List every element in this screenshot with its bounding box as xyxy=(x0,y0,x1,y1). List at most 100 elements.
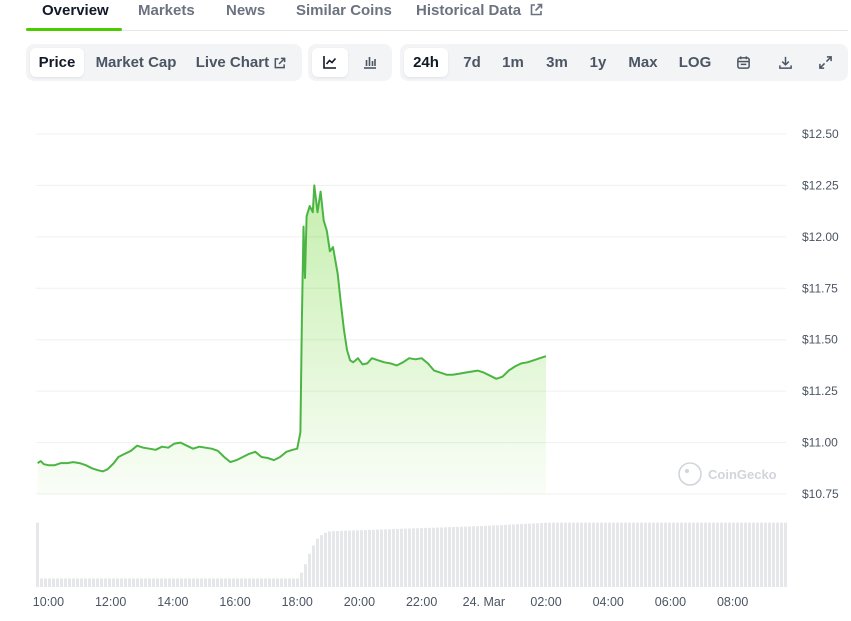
volume-bar xyxy=(104,578,107,587)
volume-bar xyxy=(452,526,455,587)
volume-bar xyxy=(132,578,135,587)
volume-bar xyxy=(68,578,71,587)
volume-bar xyxy=(92,578,95,587)
range-1m-button[interactable]: 1m xyxy=(496,48,530,77)
volume-bar xyxy=(304,564,307,587)
volume-bar xyxy=(564,522,567,587)
candlestick-chart-icon xyxy=(364,57,376,69)
volume-bar xyxy=(308,553,311,587)
range-1y-button[interactable]: 1y xyxy=(582,48,614,77)
volume-bar xyxy=(384,529,387,587)
volume-bar xyxy=(492,525,495,587)
volume-bar xyxy=(72,578,75,587)
volume-bar xyxy=(620,522,623,587)
volume-bar xyxy=(764,522,767,587)
volume-bar xyxy=(668,522,671,587)
candlestick-chart-button[interactable] xyxy=(352,48,388,77)
volume-bar xyxy=(472,526,475,587)
tab-similar-coins[interactable]: Similar Coins xyxy=(296,2,392,19)
volume-bar xyxy=(344,530,347,587)
volume-bar xyxy=(644,522,647,587)
volume-bar xyxy=(128,578,131,587)
price-area-fill xyxy=(37,185,546,494)
volume-bar xyxy=(676,522,679,587)
volume-bar xyxy=(256,578,259,587)
volume-bar xyxy=(624,522,627,587)
volume-bar xyxy=(520,524,523,587)
volume-bar xyxy=(592,522,595,587)
volume-bars xyxy=(36,522,787,587)
volume-bar xyxy=(712,522,715,587)
volume-bar xyxy=(324,532,327,587)
volume-bar xyxy=(408,528,411,587)
volume-bar xyxy=(232,578,235,587)
volume-bar xyxy=(760,522,763,587)
volume-bar xyxy=(444,527,447,587)
volume-bar xyxy=(756,522,759,587)
range-3m-button[interactable]: 3m xyxy=(538,48,576,77)
volume-bar xyxy=(108,578,111,587)
range-24h-button[interactable]: 24h xyxy=(404,48,448,77)
price-chart[interactable]: $12.50 $12.25 $12.00 $11.75 $11.50 $11.25 $11.… xyxy=(0,100,851,621)
volume-bar xyxy=(588,522,591,587)
volume-bar xyxy=(436,527,439,587)
tab-markets-label: Markets xyxy=(138,2,195,19)
volume-bar xyxy=(60,578,63,587)
market-cap-button[interactable]: Market Cap xyxy=(90,48,182,77)
tab-overview-label: Overview xyxy=(42,2,109,19)
y-tick-label: $12.50 xyxy=(802,127,839,141)
active-tab-underline xyxy=(26,28,122,31)
download-button[interactable] xyxy=(770,48,800,77)
x-tick-label: 04:00 xyxy=(593,595,624,609)
volume-bar xyxy=(728,522,731,587)
volume-bar xyxy=(780,522,783,587)
volume-bar xyxy=(648,522,651,587)
line-chart-button[interactable] xyxy=(312,48,348,77)
volume-bar xyxy=(420,528,423,587)
tab-overview[interactable]: Overview xyxy=(42,2,109,19)
volume-bar xyxy=(740,522,743,587)
volume-bar xyxy=(204,578,207,587)
external-link-icon xyxy=(529,3,543,21)
volume-bar xyxy=(88,578,91,587)
volume-bar xyxy=(636,522,639,587)
tab-news-label: News xyxy=(226,2,266,19)
range-7d-button[interactable]: 7d xyxy=(454,48,490,77)
volume-bar xyxy=(220,578,223,587)
volume-bar xyxy=(748,522,751,587)
volume-bar xyxy=(76,578,79,587)
tab-historical-data[interactable]: Historical Data xyxy=(416,2,543,21)
date-picker-button[interactable] xyxy=(728,48,758,77)
volume-bar xyxy=(496,525,499,587)
volume-bar xyxy=(688,522,691,587)
fullscreen-button[interactable] xyxy=(810,48,840,77)
price-button-label: Price xyxy=(38,54,76,71)
volume-bar xyxy=(356,530,359,587)
volume-bar xyxy=(80,578,83,587)
tab-news[interactable]: News xyxy=(226,2,265,19)
volume-bar xyxy=(284,578,287,587)
price-line xyxy=(37,184,547,473)
range-max-label: Max xyxy=(628,54,658,71)
volume-bar xyxy=(56,578,59,587)
range-7d-label: 7d xyxy=(463,54,481,71)
volume-bar xyxy=(656,522,659,587)
volume-bar xyxy=(172,578,175,587)
volume-bar xyxy=(652,522,655,587)
volume-bar xyxy=(372,529,375,587)
volume-bar xyxy=(312,545,315,587)
log-scale-button[interactable]: LOG xyxy=(674,48,716,77)
price-button[interactable]: Price xyxy=(30,48,84,77)
volume-bar xyxy=(716,522,719,587)
tab-markets[interactable]: Markets xyxy=(138,2,195,19)
volume-bar xyxy=(460,526,463,587)
live-chart-button[interactable]: Live Chart xyxy=(194,48,288,77)
volume-bar xyxy=(124,578,127,587)
volume-bar xyxy=(416,528,419,587)
volume-bar xyxy=(280,578,283,587)
volume-bar xyxy=(704,522,707,587)
range-max-button[interactable]: Max xyxy=(622,48,664,77)
y-tick-label: $11.00 xyxy=(802,436,838,450)
volume-bar xyxy=(352,530,355,587)
